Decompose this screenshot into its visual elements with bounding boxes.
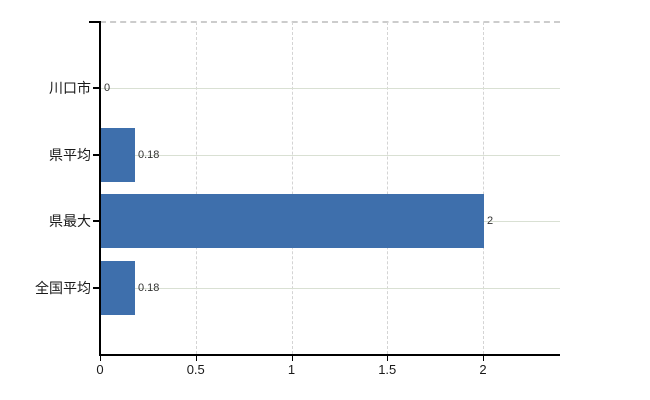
bar-value-label: 0.18 xyxy=(138,282,160,294)
x-axis-line xyxy=(99,354,560,356)
bar-value-label: 0.18 xyxy=(138,149,160,161)
x-axis-tick xyxy=(291,356,293,361)
x-axis-tick xyxy=(100,356,101,361)
x-tick-label: 0.5 xyxy=(186,362,205,377)
bar-3 xyxy=(101,261,135,315)
y-axis-line xyxy=(99,21,101,355)
bar-value-label: 0 xyxy=(104,82,111,94)
bar-value-label: 2 xyxy=(487,215,494,227)
horizontal-gridline xyxy=(101,88,560,89)
vertical-gridline xyxy=(483,22,484,354)
x-tick-label: 0 xyxy=(96,362,104,377)
vertical-gridline xyxy=(387,22,389,354)
y-axis-tick xyxy=(93,287,100,289)
category-label: 県平均 xyxy=(49,147,91,163)
y-axis-tick xyxy=(93,220,100,222)
y-axis-top-cap xyxy=(89,21,101,23)
x-tick-label: 2 xyxy=(479,362,487,377)
x-axis-tick xyxy=(483,356,484,361)
vertical-gridline xyxy=(195,22,197,354)
horizontal-gridline xyxy=(101,155,560,156)
x-axis-tick xyxy=(195,356,197,361)
x-tick-label: 1.5 xyxy=(378,362,397,377)
category-label: 全国平均 xyxy=(35,280,91,296)
bar-2 xyxy=(101,194,484,248)
bar-1 xyxy=(101,128,135,182)
plot-top-border xyxy=(100,21,560,23)
x-tick-label: 1 xyxy=(287,362,296,377)
category-label: 県最大 xyxy=(49,213,91,229)
horizontal-gridline xyxy=(101,288,560,289)
category-label: 川口市 xyxy=(49,80,91,96)
x-axis-tick xyxy=(387,356,389,361)
y-axis-tick xyxy=(93,87,100,89)
y-axis-tick xyxy=(93,154,100,156)
vertical-gridline xyxy=(291,22,293,354)
